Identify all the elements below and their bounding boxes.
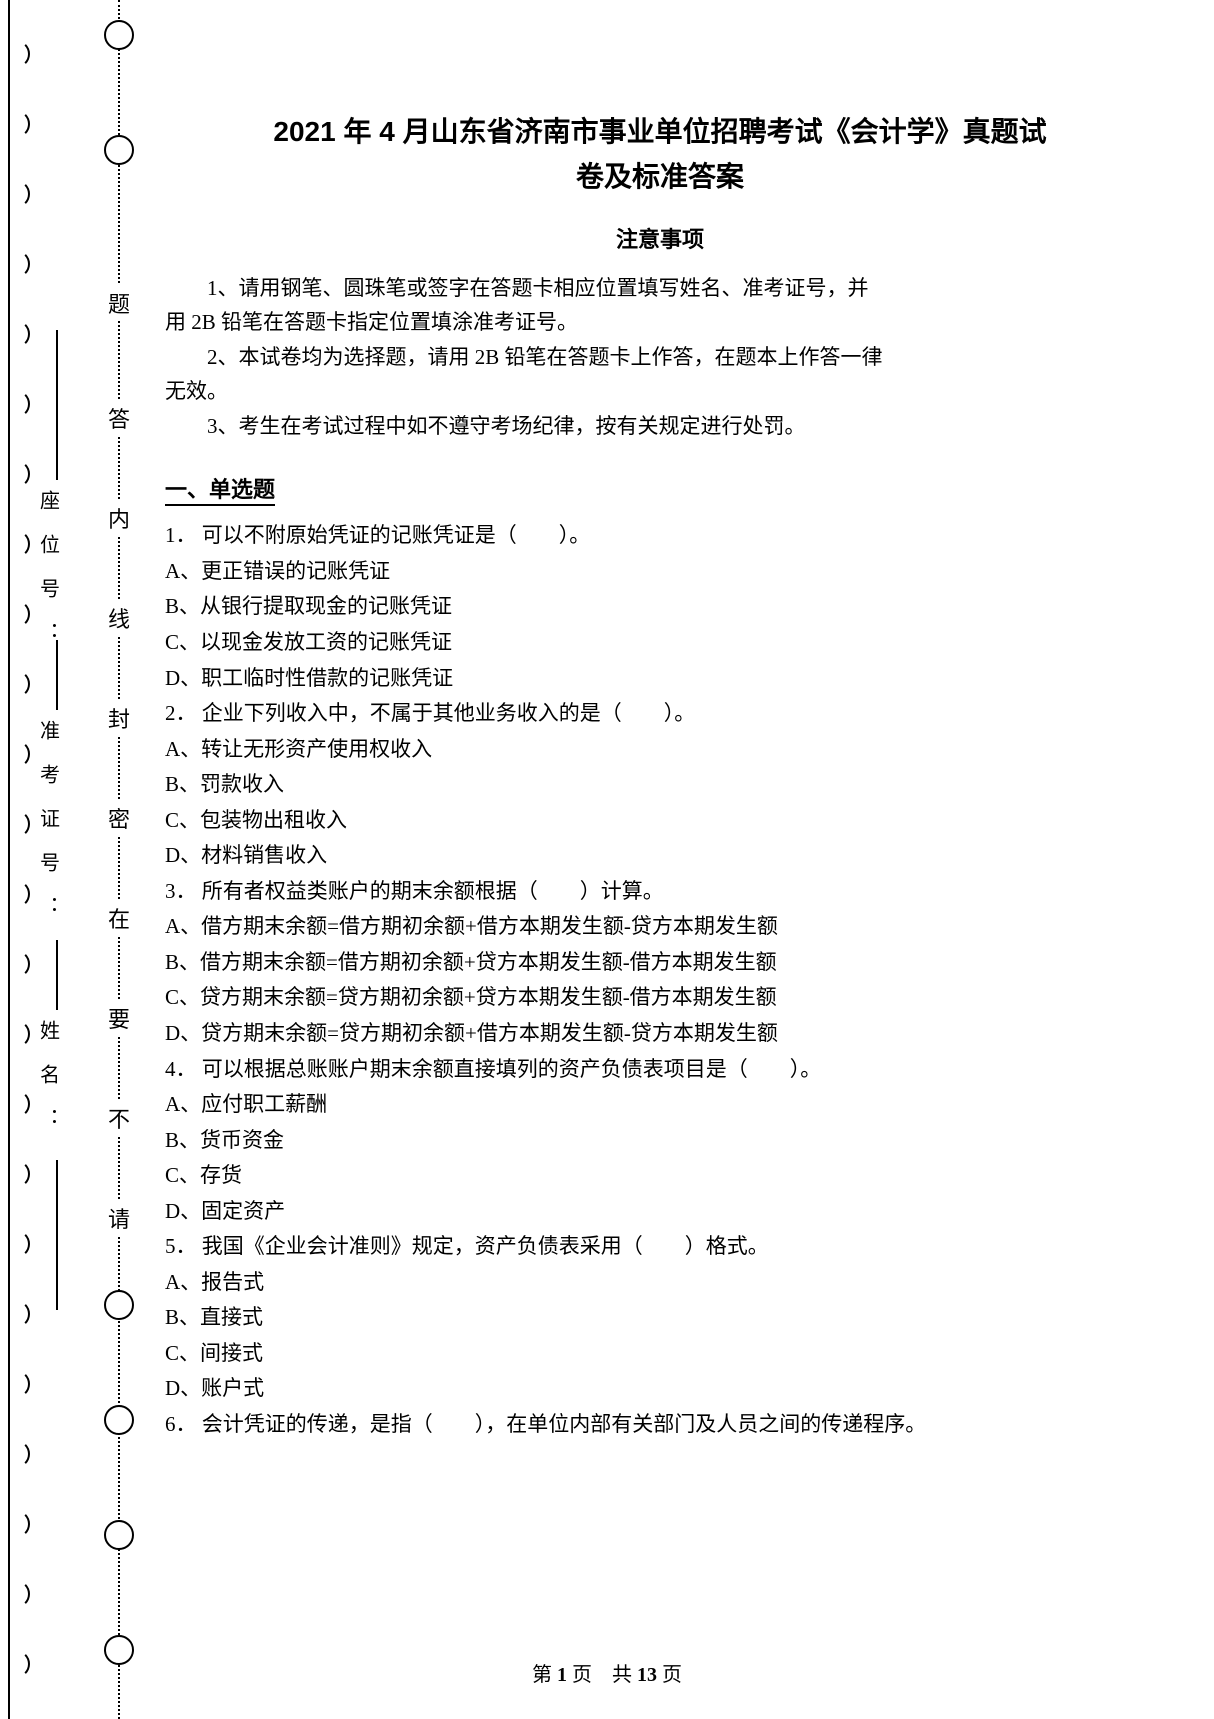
question-stem: 2． 企业下列收入中，不属于其他业务收入的是（ ）。 [165, 697, 1155, 730]
option: C、存货 [165, 1159, 1155, 1192]
seal-char: 密 [100, 800, 138, 836]
question-text: 可以不附原始凭证的记账凭证是（ ）。 [202, 523, 591, 547]
title-line-2: 卷及标准答案 [576, 161, 744, 192]
seal-char: 请 [100, 1200, 138, 1236]
question-text: 所有者权益类账户的期末余额根据（ ）计算。 [202, 879, 664, 903]
option: A、借方期末余额=借方期初余额+借方本期发生额-贷方本期发生额 [165, 910, 1155, 943]
question-number: 4． [165, 1053, 197, 1086]
option: D、账户式 [165, 1372, 1155, 1405]
binding-edge: 座位号： 准考证号： 姓名： 题 答 内 线 封 密 在 要 不 请 [0, 0, 140, 1719]
seal-char: 答 [100, 400, 138, 436]
option: C、贷方期末余额=贷方期初余额+贷方本期发生额-借方本期发生额 [165, 981, 1155, 1014]
name-label: 姓名： [34, 1020, 63, 1152]
seal-line-column: 题 答 内 线 封 密 在 要 不 请 [100, 0, 140, 1719]
question-number: 2． [165, 697, 197, 730]
question-stem: 1． 可以不附原始凭证的记账凭证是（ ）。 [165, 519, 1155, 552]
footer-page: 1 [557, 1664, 567, 1686]
option: A、转让无形资产使用权收入 [165, 733, 1155, 766]
seal-circle [104, 1520, 134, 1550]
page-footer: 第 1 页 共 13 页 [0, 1658, 1214, 1687]
question-stem: 3． 所有者权益类账户的期末余额根据（ ）计算。 [165, 875, 1155, 908]
title-line-1: 2021 年 4 月山东省济南市事业单位招聘考试《会计学》真题试 [273, 116, 1046, 147]
question-text: 会计凭证的传递，是指（ ），在单位内部有关部门及人员之间的传递程序。 [202, 1412, 927, 1436]
section-1-heading: 一、单选题 [165, 472, 275, 506]
notice-3: 3、考生在考试过程中如不遵守考场纪律，按有关规定进行处罚。 [165, 410, 1155, 443]
option: B、货币资金 [165, 1124, 1155, 1157]
option: C、间接式 [165, 1337, 1155, 1370]
exam-no-label: 准考证号： [34, 720, 63, 940]
seat-line [56, 330, 58, 480]
name-line [56, 940, 58, 1010]
option: A、报告式 [165, 1266, 1155, 1299]
option: D、材料销售收入 [165, 839, 1155, 872]
candidate-label-column: 座位号： 准考证号： 姓名： [18, 0, 74, 1719]
seal-char: 线 [100, 600, 138, 636]
footer-suffix: 页 [657, 1664, 682, 1686]
seal-circle [104, 20, 134, 50]
question-text: 我国《企业会计准则》规定，资产负债表采用（ ）格式。 [202, 1234, 769, 1258]
question-stem: 4． 可以根据总账账户期末余额直接填列的资产负债表项目是（ ）。 [165, 1053, 1155, 1086]
footer-mid: 页 共 [567, 1664, 637, 1686]
examno-line [56, 640, 58, 710]
option: D、职工临时性借款的记账凭证 [165, 662, 1155, 695]
question-number: 1． [165, 519, 197, 552]
option: D、固定资产 [165, 1195, 1155, 1228]
notice-2b: 无效。 [165, 375, 1155, 408]
seal-circle [104, 1290, 134, 1320]
notice-2a: 2、本试卷均为选择题，请用 2B 铅笔在答题卡上作答，在题本上作答一律 [165, 341, 1155, 374]
option: C、以现金发放工资的记账凭证 [165, 626, 1155, 659]
option: B、直接式 [165, 1301, 1155, 1334]
seal-char: 封 [100, 700, 138, 736]
seal-char: 内 [100, 500, 138, 536]
option: B、罚款收入 [165, 768, 1155, 801]
exam-title: 2021 年 4 月山东省济南市事业单位招聘考试《会计学》真题试 卷及标准答案 [165, 110, 1155, 200]
name-line-below [56, 1160, 58, 1310]
seal-char: 要 [100, 1000, 138, 1036]
seal-circle [104, 135, 134, 165]
question-number: 3． [165, 875, 197, 908]
seal-char: 不 [100, 1100, 138, 1136]
option: B、从银行提取现金的记账凭证 [165, 590, 1155, 623]
footer-total: 13 [637, 1664, 657, 1686]
seat-no-label: 座位号： [34, 490, 63, 666]
option: C、包装物出租收入 [165, 804, 1155, 837]
option: D、贷方期末余额=贷方期初余额+借方本期发生额-贷方本期发生额 [165, 1017, 1155, 1050]
question-stem: 6． 会计凭证的传递，是指（ ），在单位内部有关部门及人员之间的传递程序。 [165, 1408, 1155, 1441]
seal-circle [104, 1405, 134, 1435]
notice-1a: 1、请用钢笔、圆珠笔或签字在答题卡相应位置填写姓名、准考证号，并 [165, 272, 1155, 305]
question-stem: 5． 我国《企业会计准则》规定，资产负债表采用（ ）格式。 [165, 1230, 1155, 1263]
seal-char: 题 [100, 285, 138, 321]
footer-prefix: 第 [532, 1664, 557, 1686]
seal-dotted-line [118, 0, 120, 1719]
option: A、应付职工薪酬 [165, 1088, 1155, 1121]
seal-char: 在 [100, 900, 138, 936]
question-number: 6． [165, 1408, 197, 1441]
notice-1b: 用 2B 铅笔在答题卡指定位置填涂准考证号。 [165, 306, 1155, 339]
question-number: 5． [165, 1230, 197, 1263]
option: B、借方期末余额=借方期初余额+贷方本期发生额-借方本期发生额 [165, 946, 1155, 979]
notice-heading: 注意事项 [165, 222, 1155, 254]
content-area: 2021 年 4 月山东省济南市事业单位招聘考试《会计学》真题试 卷及标准答案 … [165, 110, 1155, 1444]
question-text: 可以根据总账账户期末余额直接填列的资产负债表项目是（ ）。 [202, 1057, 822, 1081]
exam-page: 座位号： 准考证号： 姓名： 题 答 内 线 封 密 在 要 不 请 [0, 0, 1214, 1719]
question-text: 企业下列收入中，不属于其他业务收入的是（ ）。 [202, 701, 696, 725]
option: A、更正错误的记账凭证 [165, 555, 1155, 588]
